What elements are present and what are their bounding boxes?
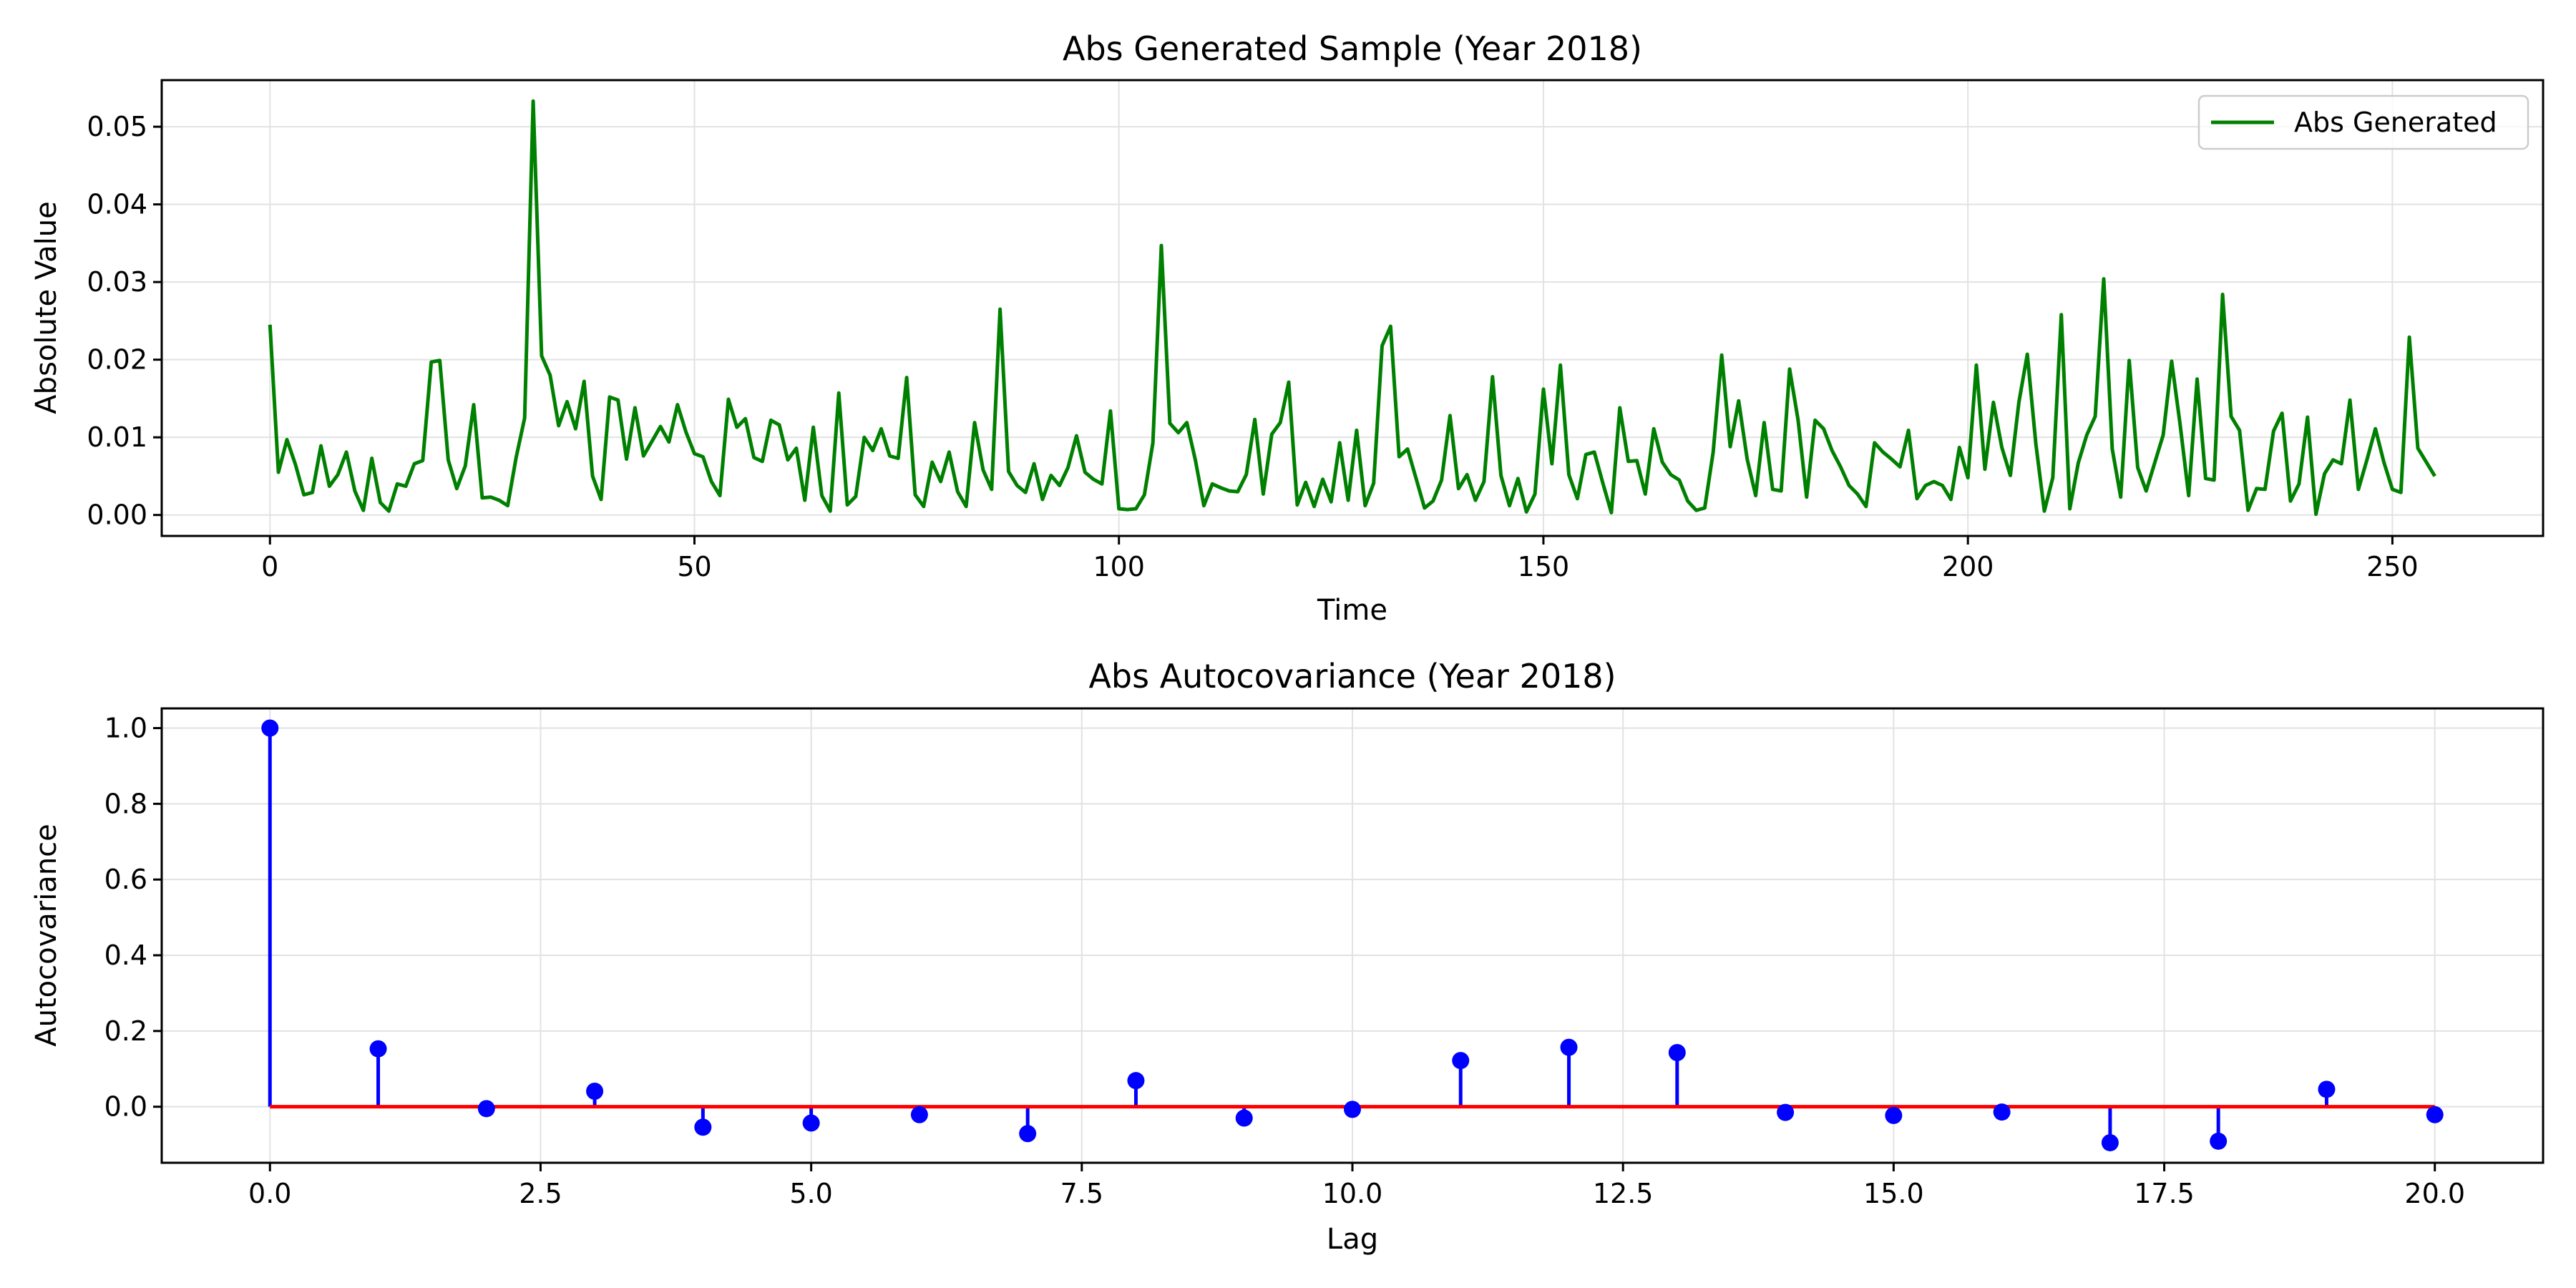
line-chart-x-tick-label: 250 — [2366, 551, 2419, 582]
stem-chart-title: Abs Autocovariance (Year 2018) — [1088, 657, 1616, 696]
stem-marker — [1344, 1101, 1361, 1118]
line-chart-x-tick-label: 200 — [1942, 551, 1994, 582]
line-chart-y-tick-label: 0.02 — [87, 344, 147, 376]
stem-marker — [694, 1118, 712, 1136]
line-chart-title: Abs Generated Sample (Year 2018) — [1063, 29, 1642, 68]
line-chart-x-tick-label: 100 — [1093, 551, 1145, 582]
stem-marker — [477, 1100, 495, 1118]
line-chart-x-tick-label: 50 — [677, 551, 711, 582]
stem-chart-y-tick-label: 0.6 — [104, 864, 147, 895]
stem-marker — [910, 1106, 928, 1123]
line-chart-series — [268, 99, 2436, 517]
stem-chart-x-tick-label: 0.0 — [248, 1178, 291, 1209]
stem-chart-x-tick-label: 17.5 — [2134, 1178, 2195, 1209]
stem-chart-y-tick-label: 0.2 — [104, 1015, 147, 1047]
stem-chart-y-tick-label: 0.4 — [104, 940, 147, 971]
stem-marker — [802, 1114, 820, 1132]
stem-chart-x-tick-label: 7.5 — [1060, 1178, 1103, 1209]
stem-marker — [2101, 1133, 2119, 1151]
line-chart-y-tick-label: 0.00 — [87, 499, 147, 531]
stem-chart-x-tick-label: 15.0 — [1863, 1178, 1924, 1209]
line-chart-y-tick-label: 0.05 — [87, 111, 147, 142]
stem-chart-plot-frame — [160, 707, 2545, 1164]
line-chart-y-tick-label: 0.01 — [87, 421, 147, 453]
stem-chart-x-tick-label: 5.0 — [789, 1178, 832, 1209]
stem-marker — [1127, 1072, 1145, 1090]
stem-marker — [2426, 1106, 2444, 1123]
stem-marker — [1019, 1125, 1037, 1143]
stem-marker — [2318, 1080, 2336, 1098]
stem-chart-x-tick-label: 2.5 — [519, 1178, 562, 1209]
stem-chart-x-axis-label: Lag — [1327, 1223, 1378, 1256]
stem-chart-x-tick-label: 12.5 — [1593, 1178, 1654, 1209]
stem-chart-y-axis-label: Autocovariance — [30, 824, 63, 1047]
line-chart-y-tick-label: 0.04 — [87, 189, 147, 220]
legend-label-abs-generated: Abs Generated — [2294, 107, 2497, 138]
line-chart-x-tick-label: 150 — [1518, 551, 1570, 582]
stem-marker — [1668, 1044, 1686, 1062]
line-chart-ticks: 0 50 100 150 200 250 0.00 0.01 0.02 0.03 0.04 0.05 — [87, 111, 2418, 582]
line-chart-grid — [162, 80, 2543, 536]
stem-marker — [1235, 1109, 1253, 1127]
legend-box — [2197, 94, 2529, 150]
stem-marker — [2210, 1132, 2228, 1150]
line-chart-y-tick-label: 0.03 — [87, 266, 147, 298]
stem-marker — [1560, 1038, 1578, 1056]
series-line-abs-generated — [268, 99, 2436, 517]
stem-chart-series — [261, 719, 2444, 1151]
stem-chart-y-tick-label: 0.8 — [104, 788, 147, 819]
stem-marker — [369, 1040, 387, 1058]
line-chart-x-axis-label: Time — [1317, 594, 1387, 627]
stem-marker — [261, 719, 279, 737]
stem-chart-y-tick-label: 0.0 — [104, 1091, 147, 1123]
stem-marker — [1885, 1106, 1903, 1124]
line-chart-legend: Abs Generated — [2197, 94, 2529, 150]
line-chart-plot-frame — [160, 79, 2545, 537]
stem-chart-x-tick-label: 20.0 — [2404, 1178, 2465, 1209]
line-chart-y-axis-label: Absolute Value — [30, 201, 63, 414]
line-chart: Abs Generated Sample (Year 2018) 0 50 100 1… — [30, 29, 2545, 627]
stem-marker — [1452, 1052, 1470, 1070]
stem-chart: Abs Autocovariance (Year 2018) 0.0 2.5 5.0… — [30, 657, 2545, 1256]
stem-marker — [1993, 1103, 2011, 1121]
stem-chart-y-tick-label: 1.0 — [104, 713, 147, 744]
stem-chart-ticks: 0.0 2.5 5.0 7.5 10.0 12.5 15.0 17.5 20.0 0.0 0.2 0.… — [104, 713, 2465, 1209]
stem-marker — [1777, 1103, 1795, 1121]
stem-marker — [586, 1082, 604, 1100]
stem-chart-x-tick-label: 10.0 — [1322, 1178, 1383, 1209]
line-chart-x-tick-label: 0 — [261, 551, 278, 582]
